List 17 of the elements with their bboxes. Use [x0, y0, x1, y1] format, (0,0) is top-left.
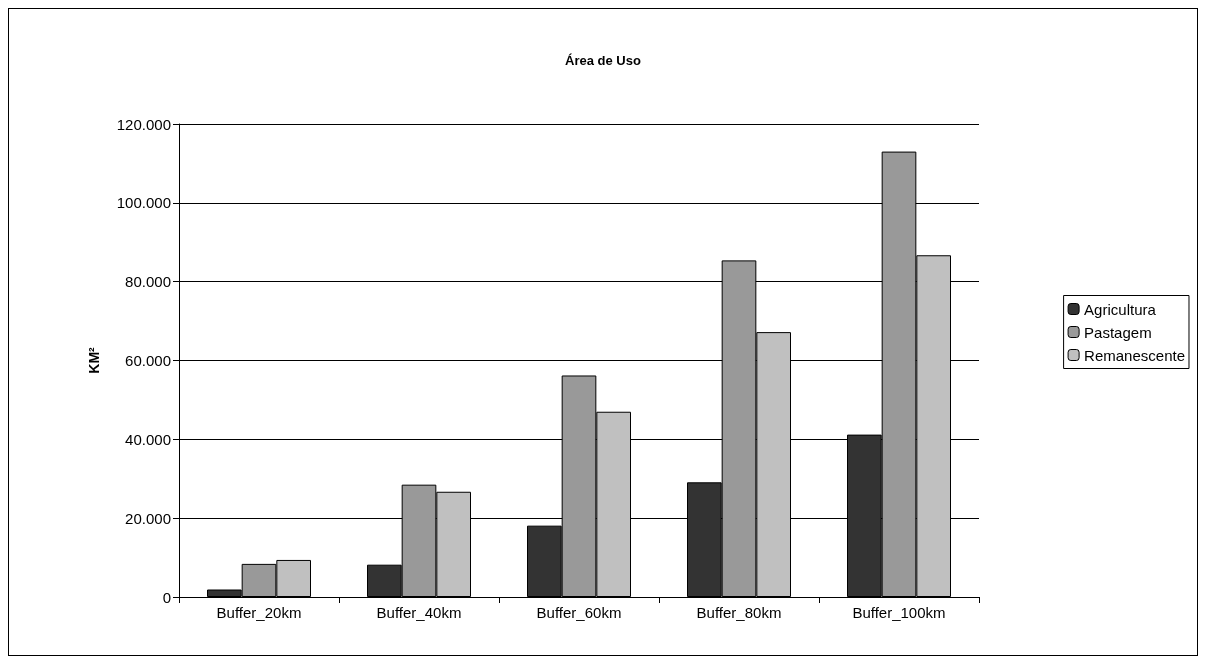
legend-label: Remanescente — [1084, 346, 1186, 364]
x-tick-label: Buffer_20km — [216, 604, 302, 621]
y-tick-label: 120.000 — [116, 115, 171, 133]
x-tick-label: Buffer_40km — [376, 604, 462, 621]
legend-label: Agricultura — [1084, 300, 1157, 318]
y-tick-label: 0 — [162, 588, 171, 606]
y-tick-label: 60.000 — [125, 352, 171, 369]
x-tick-label: Buffer_100km — [852, 604, 946, 621]
x-tick-label: Buffer_60km — [536, 604, 622, 621]
x-tick-label: Buffer_80km — [696, 604, 782, 621]
y-tick-label: 80.000 — [125, 273, 171, 291]
y-axis-title: KM² — [86, 346, 102, 374]
y-tick-label: 40.000 — [125, 430, 171, 448]
legend-label: Pastagem — [1084, 323, 1152, 341]
chart-title: Área de Uso — [565, 53, 641, 68]
y-tick-label: 20.000 — [125, 509, 171, 527]
y-tick-label: 100.000 — [116, 194, 171, 212]
